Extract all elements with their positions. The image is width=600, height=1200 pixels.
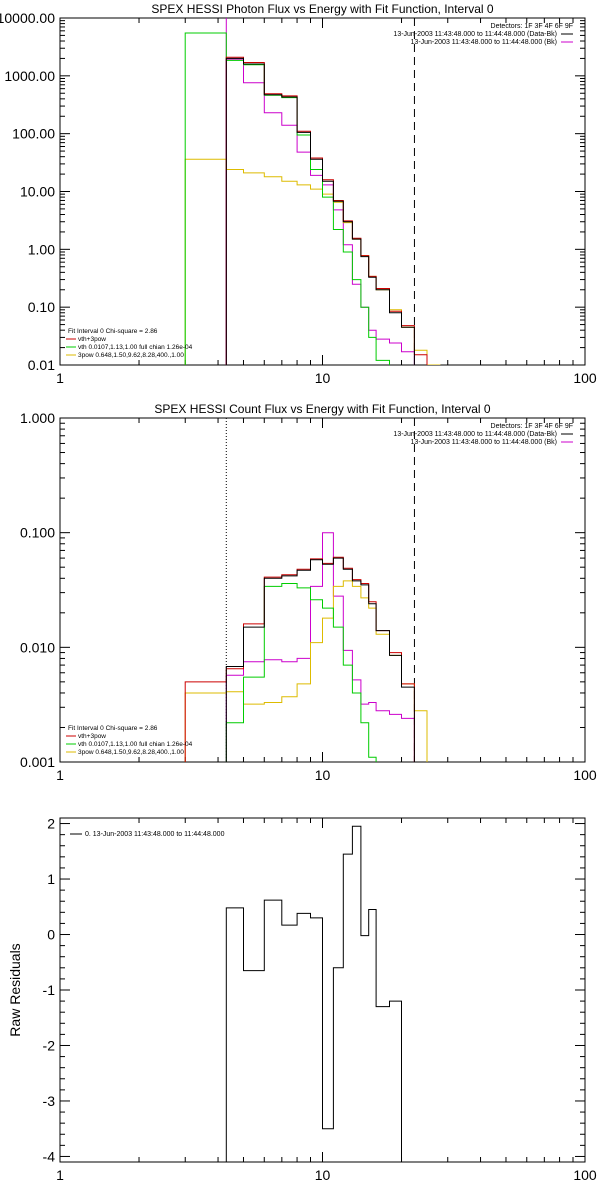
series-data [225, 557, 415, 762]
x-tick-label: 100 [573, 1167, 597, 1183]
series-vth [225, 583, 377, 762]
x-tick-label: 1 [56, 1167, 64, 1183]
residuals-panel: 1 10 100 -4 -3 -2 -1 0 1 2 Raw Residuals 0. 13-Jun-… [7, 816, 597, 1183]
plot-area [184, 18, 441, 365]
legend-entry: vth 0.0107,1.13,1.00 full chian 1.26e-04 [78, 344, 193, 351]
legend-entry: 3pow 0.648,1.50,9.62,8.28,400.,1.00 [78, 749, 184, 756]
count-flux-panel: SPEX HESSI Count Flux vs Energy with Fit… [20, 402, 597, 783]
y-tick-label: -1 [43, 982, 56, 998]
series-background [225, 532, 415, 762]
y-tick-label: -3 [43, 1093, 56, 1109]
chart-title: SPEX HESSI Photon Flux vs Energy with Fi… [151, 2, 493, 16]
y-axis-label: Raw Residuals [7, 943, 23, 1036]
series-vth-3pow [184, 556, 415, 762]
legend-entry: 0. 13-Jun-2003 11:43:48.000 to 11:44:48.… [85, 831, 225, 838]
y-tick-label: 0.001 [20, 754, 55, 770]
legend-entry: 3pow 0.648,1.50,9.62,8.28,400.,1.00 [78, 352, 184, 359]
y-tick-label: 1 [47, 871, 55, 887]
series-background [225, 58, 415, 365]
y-tick-label: 1.000 [20, 410, 55, 426]
legend-entry: 13-Jun-2003 11:43:48.000 to 11:44:48.000… [411, 39, 557, 46]
series-vth-3pow [225, 56, 428, 365]
legend-entry: vth+3pow [78, 336, 106, 343]
series-data [225, 57, 415, 365]
legend-entry: vth 0.0107,1.13,1.00 full chian 1.26e-04 [78, 741, 193, 748]
y-tick-label: -4 [43, 1148, 56, 1164]
plot-area [184, 418, 428, 762]
y-tick-label: 1.00 [28, 241, 55, 257]
legend-entry: vth+3pow [78, 733, 106, 740]
legend-entry: 13-Jun-2003 11:43:48.000 to 11:44:48.000… [393, 31, 557, 38]
y-tick-label: 10000.00 [0, 10, 55, 26]
x-tick-label: 1 [56, 370, 64, 386]
detectors-note: Detectors: 1F 3F 4F 6F 9F [491, 23, 573, 30]
fit-summary: Fit Interval 0 Chi-square = 2.86 [68, 725, 158, 732]
plot-area [225, 825, 402, 1162]
x-tick-label: 1 [56, 767, 64, 783]
x-tick-label: 10 [315, 1167, 331, 1183]
y-tick-label: 10.00 [20, 184, 55, 200]
y-tick-label: -2 [43, 1037, 56, 1053]
y-tick-label: 0 [47, 927, 55, 943]
series-residuals [225, 825, 402, 1162]
plot-frame [59, 417, 586, 763]
x-tick-label: 100 [573, 767, 597, 783]
series-vth [184, 32, 390, 365]
y-tick-label: 100.00 [12, 126, 55, 142]
x-tick-label: 100 [573, 370, 597, 386]
series-3pow [184, 580, 428, 762]
x-tick-label: 10 [315, 370, 331, 386]
legend-entry: 13-Jun-2003 11:43:48.000 to 11:44:48.000… [393, 431, 557, 438]
chart-title: SPEX HESSI Count Flux vs Energy with Fit… [154, 402, 490, 416]
detectors-note: Detectors: 1F 3F 4F 6F 9F [491, 423, 573, 430]
photon-flux-panel: SPEX HESSI Photon Flux vs Energy with Fi… [0, 2, 597, 386]
y-tick-label: 0.01 [28, 357, 55, 373]
y-tick-label: 2 [47, 816, 55, 832]
series-3pow [184, 158, 441, 365]
y-tick-label: 0.010 [20, 639, 55, 655]
fit-summary: Fit Interval 0 Chi-square = 2.86 [68, 328, 158, 335]
y-tick-label: 0.100 [20, 525, 55, 541]
y-tick-label: 1000.00 [4, 68, 55, 84]
x-tick-label: 10 [315, 767, 331, 783]
y-tick-label: 0.10 [28, 299, 55, 315]
legend-entry: 13-Jun-2003 11:43:48.000 to 11:44:48.000… [411, 439, 557, 446]
